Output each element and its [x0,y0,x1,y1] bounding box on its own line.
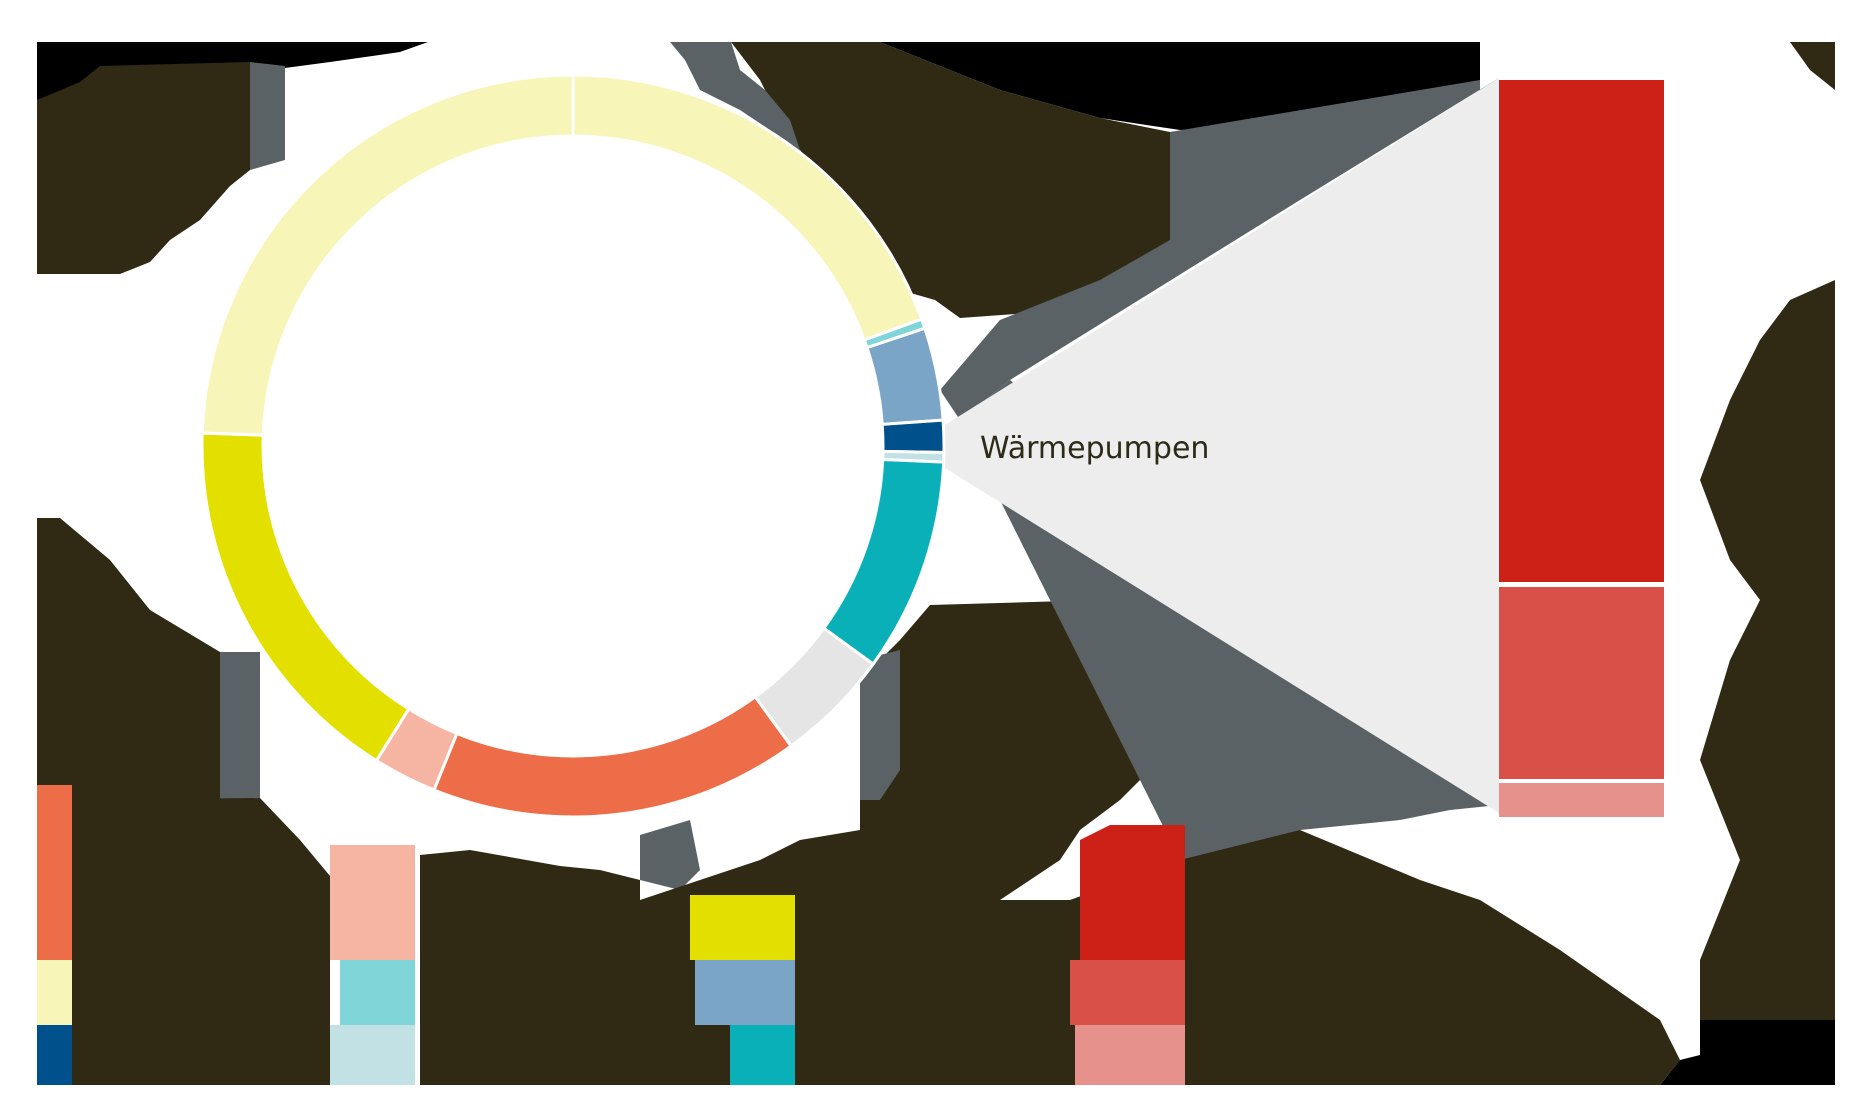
donut-segment [865,326,945,426]
legend-swatch [37,960,72,1025]
legend-swatch [730,1025,795,1085]
legend-swatch [340,960,415,1025]
legend [37,785,1185,1085]
bar-segment [1499,783,1664,817]
donut-segment [880,418,946,455]
legend-swatch [37,1025,72,1085]
legend-swatch [690,895,795,960]
breakout-funnel [945,78,1499,813]
donut-ring [200,73,946,819]
breakout-label: Wärmepumpen [980,431,1209,466]
legend-swatch [695,960,795,1025]
legend-swatch [330,845,415,960]
legend-swatch [330,1025,415,1085]
breakout-stacked-bar [1499,80,1664,817]
legend-swatch [37,785,72,960]
legend-swatch [1070,960,1185,1025]
bar-segment [1499,587,1664,779]
bar-segment [1499,80,1664,582]
legend-swatch [1075,1025,1185,1085]
donut-segment [432,694,794,819]
donut-segment [200,73,575,437]
legend-swatch [1080,825,1185,960]
